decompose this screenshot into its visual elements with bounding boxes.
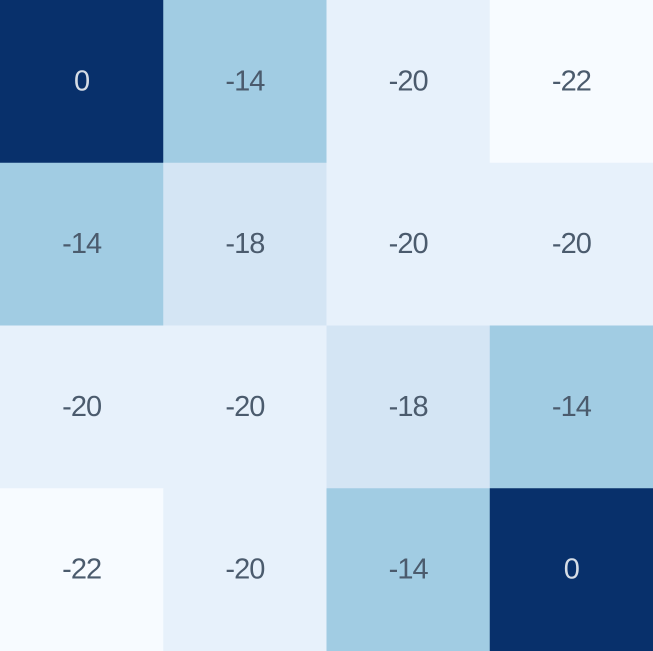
heatmap-cell-r3-c2 [326, 488, 491, 651]
heatmap-value-label-r3-c0: -22 [62, 554, 101, 586]
heatmap-cell-r1-c2 [326, 162, 491, 326]
heatmap-value-label-r2-c1: -20 [225, 391, 264, 423]
heatmap-value-label-r2-c3: -14 [552, 391, 592, 423]
heatmap-cell-r2-c3 [489, 325, 653, 489]
heatmap-value-label-r3-c2: -14 [389, 554, 429, 586]
heatmap-cell-r3-c1 [163, 488, 327, 651]
heatmap-cell-r0-c1 [163, 0, 327, 164]
heatmap-cell-r1-c3 [489, 162, 653, 326]
heatmap-cell-r0-c2 [326, 0, 491, 164]
heatmap-value-label-r2-c0: -20 [62, 391, 101, 423]
heatmap-cell-r2-c2 [326, 325, 491, 489]
heatmap-value-label-r0-c0: 0 [74, 65, 89, 97]
heatmap-value-label-r0-c3: -22 [552, 65, 591, 97]
heatmap-cell-r0-c0 [0, 0, 164, 164]
heatmap-cell-r2-c1 [163, 325, 327, 489]
heatmap-value-label-r1-c3: -20 [552, 228, 591, 260]
heatmap-value-label-r0-c1: -14 [225, 65, 265, 97]
heatmap-value-label-r3-c3: 0 [564, 554, 579, 586]
heatmap-cell-r1-c1 [163, 162, 327, 326]
heatmap-value-label-r1-c1: -18 [225, 228, 264, 260]
heatmap-cell-r3-c0 [0, 488, 164, 651]
heatmap-cell-r3-c3 [489, 488, 653, 651]
heatmap-value-label-r3-c1: -20 [225, 554, 264, 586]
heatmap-cell-r1-c0 [0, 162, 164, 326]
heatmap-value-label-r2-c2: -18 [389, 391, 428, 423]
heatmap-value-label-r0-c2: -20 [389, 65, 428, 97]
heatmap-cell-r0-c3 [489, 0, 653, 164]
heatmap-cell-r2-c0 [0, 325, 164, 489]
heatmap-value-label-r1-c0: -14 [62, 228, 102, 260]
heatmap-value-label-r1-c2: -20 [389, 228, 428, 260]
heatmap-labels: 0 -14 -20 -22 -14 -18 -20 -20 -20 -20 -18 -14 -22 -20… [62, 65, 593, 586]
